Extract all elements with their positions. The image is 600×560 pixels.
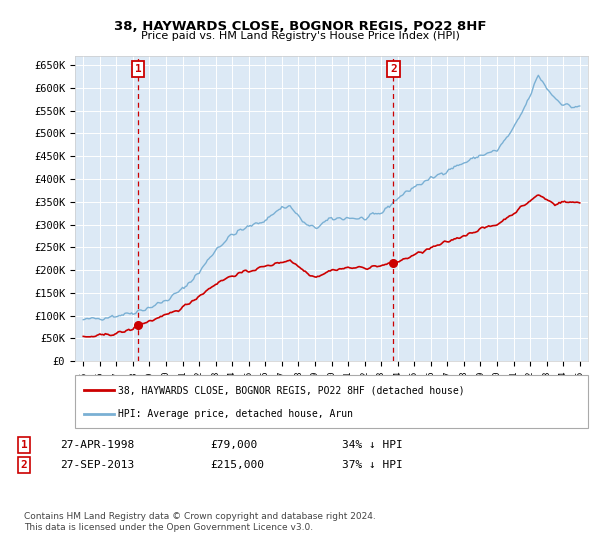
Text: 1: 1	[20, 440, 28, 450]
Text: £79,000: £79,000	[210, 440, 257, 450]
Text: 37% ↓ HPI: 37% ↓ HPI	[342, 460, 403, 470]
Text: £215,000: £215,000	[210, 460, 264, 470]
Text: 2: 2	[20, 460, 28, 470]
Text: Contains HM Land Registry data © Crown copyright and database right 2024.
This d: Contains HM Land Registry data © Crown c…	[24, 512, 376, 532]
Text: 27-APR-1998: 27-APR-1998	[60, 440, 134, 450]
Text: 1: 1	[135, 64, 142, 74]
Text: 27-SEP-2013: 27-SEP-2013	[60, 460, 134, 470]
Text: Price paid vs. HM Land Registry's House Price Index (HPI): Price paid vs. HM Land Registry's House …	[140, 31, 460, 41]
Text: 38, HAYWARDS CLOSE, BOGNOR REGIS, PO22 8HF: 38, HAYWARDS CLOSE, BOGNOR REGIS, PO22 8…	[114, 20, 486, 32]
Text: 34% ↓ HPI: 34% ↓ HPI	[342, 440, 403, 450]
Text: HPI: Average price, detached house, Arun: HPI: Average price, detached house, Arun	[118, 408, 353, 418]
Text: 38, HAYWARDS CLOSE, BOGNOR REGIS, PO22 8HF (detached house): 38, HAYWARDS CLOSE, BOGNOR REGIS, PO22 8…	[118, 385, 465, 395]
Text: 2: 2	[390, 64, 397, 74]
